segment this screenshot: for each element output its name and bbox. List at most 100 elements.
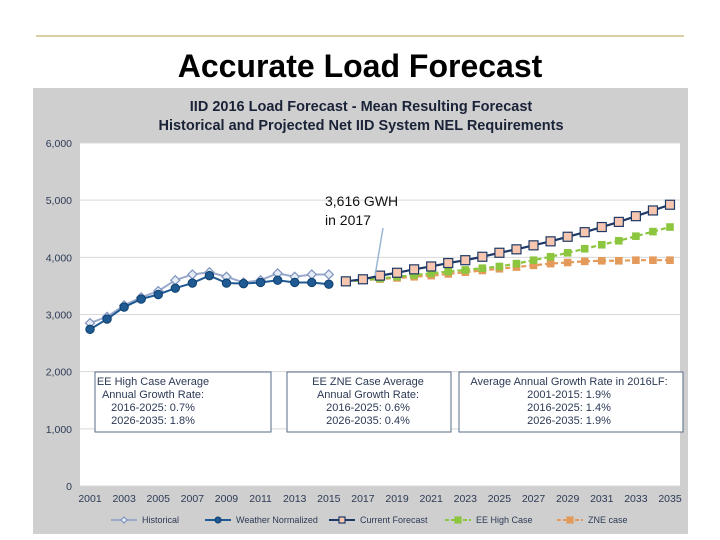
point-current-forecast <box>426 261 437 272</box>
point-weather-normalized <box>187 278 198 288</box>
annotation-pointer <box>374 227 384 277</box>
point-weather-normalized <box>119 302 129 312</box>
point-ee-high-case <box>444 267 453 276</box>
point-zne-case <box>563 258 572 267</box>
info-box-line: Annual Growth Rate: <box>102 389 204 401</box>
legend-marker-ee-high-case <box>454 516 462 524</box>
y-tick-label: 5,000 <box>46 195 72 207</box>
legend-marker-zne-case <box>566 516 574 524</box>
point-weather-normalized <box>324 279 334 289</box>
point-zne-case <box>546 259 555 268</box>
point-ee-high-case <box>495 262 504 271</box>
info-box-line: 2026-2035: 1.9% <box>527 415 611 427</box>
info-box-line: 2001-2015: 1.9% <box>527 389 611 401</box>
point-weather-normalized <box>136 294 146 304</box>
series-line-zne-case <box>345 259 670 283</box>
point-current-forecast <box>562 231 573 242</box>
point-ee-high-case <box>649 227 657 236</box>
chart-subtitle: Historical and Projected Net IID System … <box>158 118 563 134</box>
point-weather-normalized <box>85 324 95 335</box>
point-current-forecast <box>391 267 403 278</box>
x-tick-label: 2029 <box>556 493 580 505</box>
x-tick-label: 2001 <box>78 493 102 505</box>
point-zne-case <box>597 256 606 265</box>
x-tick-label: 2019 <box>385 493 409 505</box>
point-weather-normalized <box>221 278 232 288</box>
point-weather-normalized <box>102 314 112 324</box>
point-ee-high-case <box>615 236 623 245</box>
x-tick-label: 2011 <box>249 493 272 505</box>
x-tick-label: 2003 <box>112 493 136 505</box>
point-current-forecast <box>664 199 676 210</box>
info-box-line: 2016-2025: 1.4% <box>527 402 611 414</box>
legend-marker-historical <box>120 516 128 524</box>
y-tick-label: 1,000 <box>46 424 72 436</box>
legend-label-historical: Historical <box>142 515 179 525</box>
point-current-forecast <box>647 205 659 216</box>
x-tick-label: 2033 <box>624 493 648 505</box>
point-current-forecast <box>511 244 522 255</box>
point-ee-high-case <box>666 223 674 231</box>
point-weather-normalized <box>238 278 249 289</box>
x-tick-label: 2031 <box>590 493 614 505</box>
info-box-line: EE High Case Average <box>97 376 209 388</box>
info-box-line: 2016-2025: 0.6% <box>326 402 410 414</box>
legend-label-current-forecast: Current Forecast <box>360 515 428 525</box>
x-tick-label: 2025 <box>488 493 512 505</box>
point-current-forecast <box>460 255 471 266</box>
annotation-line1: 3,616 GWH <box>325 193 398 209</box>
point-ee-high-case <box>512 259 521 268</box>
point-weather-normalized <box>255 277 266 288</box>
point-current-forecast <box>443 257 454 269</box>
legend-marker-weather-normalized <box>214 516 222 524</box>
point-weather-normalized <box>307 277 317 288</box>
info-box-line: EE ZNE Case Average <box>312 376 424 388</box>
x-tick-label: 2017 <box>351 493 375 505</box>
info-box <box>286 371 452 433</box>
point-zne-case <box>580 257 589 266</box>
legend-label-weather-normalized: Weather Normalized <box>236 515 318 525</box>
point-current-forecast <box>596 221 607 233</box>
legend-marker-current-forecast <box>338 516 346 524</box>
annotation-line2: in 2017 <box>325 212 371 228</box>
point-ee-high-case <box>563 248 572 257</box>
point-current-forecast <box>613 216 624 227</box>
point-weather-normalized <box>290 277 300 288</box>
point-ee-high-case <box>478 264 487 272</box>
point-zne-case <box>615 256 623 265</box>
point-zne-case <box>649 256 657 264</box>
point-current-forecast <box>340 276 351 287</box>
point-current-forecast <box>579 227 590 238</box>
point-current-forecast <box>494 247 505 258</box>
point-current-forecast <box>545 236 556 247</box>
y-tick-label: 3,000 <box>46 310 72 322</box>
point-ee-high-case <box>461 266 470 274</box>
y-tick-label: 2,000 <box>46 367 72 379</box>
load-forecast-chart: IID 2016 Load Forecast - Mean Resulting … <box>46 99 684 525</box>
info-box <box>458 371 684 433</box>
info-box-line: Annual Growth Rate: <box>317 389 419 401</box>
y-tick-label: 6,000 <box>46 138 72 150</box>
x-tick-label: 2009 <box>215 493 239 505</box>
point-current-forecast <box>630 211 641 222</box>
point-weather-normalized <box>153 289 163 300</box>
info-box-line: Average Annual Growth Rate in 2016LF: <box>470 376 667 388</box>
x-tick-label: 2013 <box>283 493 307 505</box>
point-current-forecast <box>528 240 539 251</box>
point-weather-normalized <box>204 270 215 281</box>
point-current-forecast <box>357 274 369 285</box>
x-tick-label: 2015 <box>317 493 341 505</box>
legend-label-zne-case: ZNE case <box>588 515 628 525</box>
title-rule <box>36 35 684 37</box>
x-tick-label: 2021 <box>419 493 443 505</box>
point-zne-case <box>632 256 640 264</box>
legend-label-ee-high-case: EE High Case <box>476 515 533 525</box>
info-box <box>94 371 272 433</box>
x-tick-label: 2007 <box>181 493 205 505</box>
info-box-line: 2016-2025: 0.7% <box>111 402 195 414</box>
point-zne-case <box>666 256 674 264</box>
point-ee-high-case <box>597 240 606 249</box>
chart-frame: IID 2016 Load Forecast - Mean Resulting … <box>33 88 688 534</box>
x-tick-label: 2005 <box>147 493 171 505</box>
point-ee-high-case <box>632 232 640 240</box>
